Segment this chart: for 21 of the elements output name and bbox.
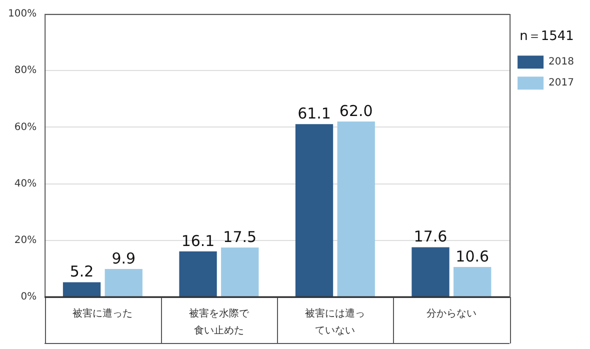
- data-label: 17.5: [223, 228, 257, 246]
- y-tick-label: 0%: [20, 292, 37, 303]
- data-label: 5.2: [70, 262, 94, 281]
- y-tick-label: 100%: [8, 8, 37, 20]
- data-label: 9.9: [112, 249, 136, 268]
- x-tick-label: 被害を水際で食い止めた: [188, 308, 250, 337]
- legend-label: 2017: [548, 78, 574, 89]
- y-tick-label: 80%: [14, 65, 37, 76]
- data-label: 61.1: [298, 104, 331, 122]
- data-label: 17.6: [414, 228, 448, 246]
- x-tick-label: 被害に遭った: [72, 308, 133, 320]
- data-label: 62.0: [339, 102, 373, 120]
- y-tick-label: 60%: [14, 122, 37, 133]
- data-label: 10.6: [456, 247, 490, 266]
- legend-title: n＝1541: [520, 28, 574, 44]
- data-label: 16.1: [181, 232, 215, 250]
- y-tick-label: 20%: [14, 234, 37, 246]
- x-tick-label: 被害には遭っていない: [305, 308, 366, 337]
- x-tick-label: 分からない: [426, 308, 476, 320]
- legend-label: 2018: [548, 56, 574, 68]
- y-tick-label: 40%: [14, 178, 37, 190]
